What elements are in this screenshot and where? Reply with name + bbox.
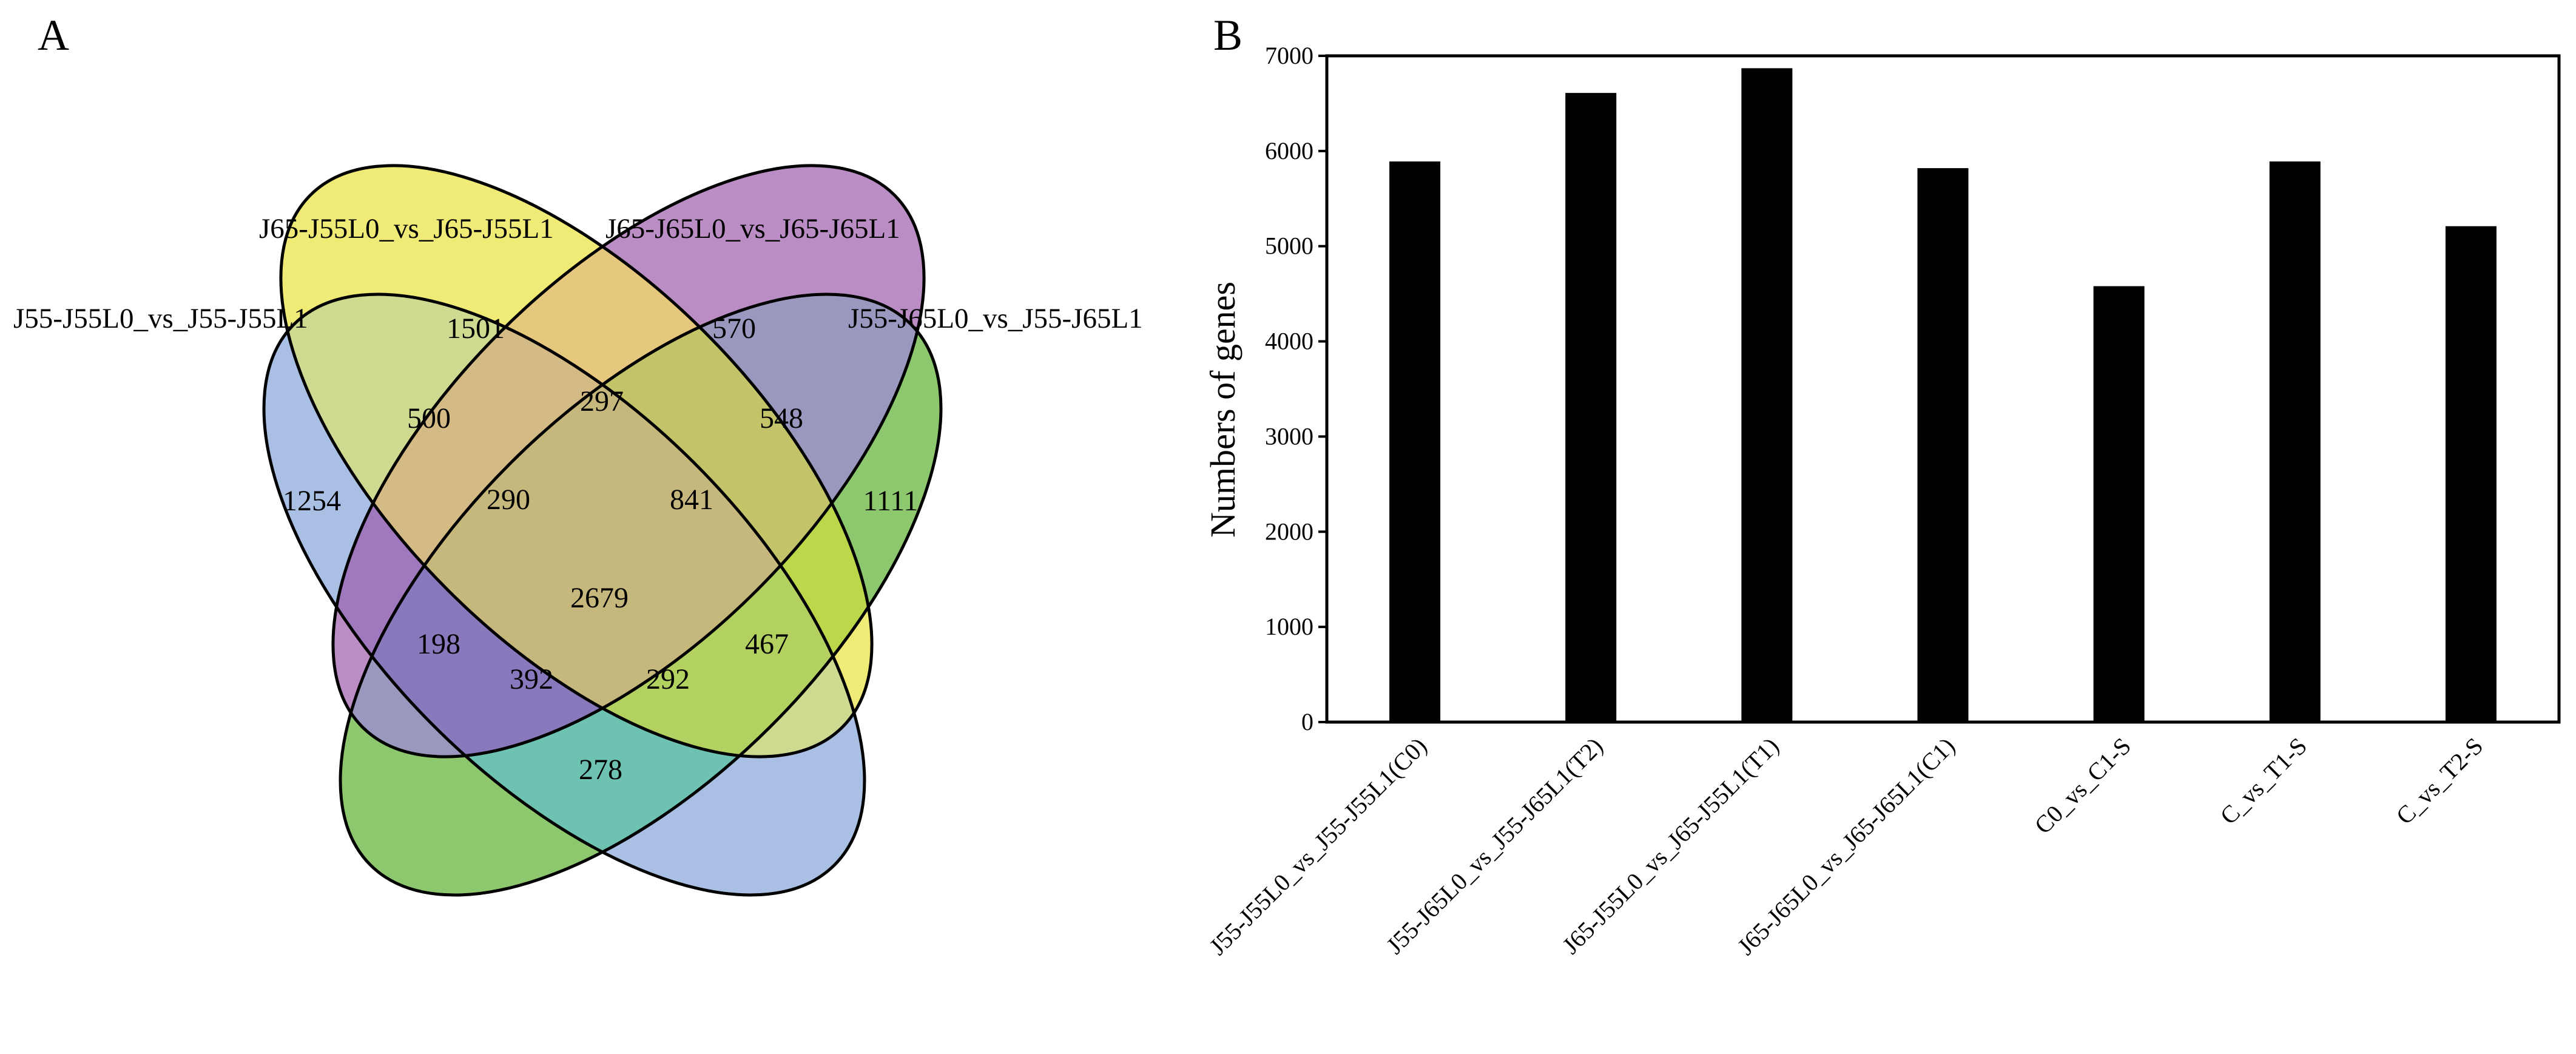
venn-count-s1-s3-s4: 392 — [510, 663, 553, 695]
y-tick-label: 5000 — [1265, 232, 1313, 260]
venn-count-s2-s3: 297 — [580, 385, 624, 417]
venn-set-2-label: J65-J55L0_vs_J65-J55L1 — [259, 213, 554, 245]
bar-5 — [2093, 286, 2145, 722]
y-tick-label: 2000 — [1265, 518, 1313, 545]
venn-count-s3-s4: 548 — [760, 402, 803, 434]
venn-count-only-s1: 1254 — [283, 485, 341, 517]
venn-count-all: 2679 — [570, 582, 629, 614]
venn-set-4-label: J55-J65L0_vs_J55-J65L1 — [848, 303, 1143, 334]
bar-4 — [1917, 168, 1969, 722]
plot-frame — [1325, 54, 2561, 724]
venn-set-1-label: J55-J55L0_vs_J55-J55L1 — [13, 303, 308, 334]
y-tick-label: 1000 — [1265, 613, 1313, 640]
bar-7 — [2445, 226, 2497, 722]
venn-count-only-s3: 570 — [712, 312, 756, 345]
venn-count-s1-s4: 278 — [579, 754, 622, 786]
panel-label-b: B — [1213, 11, 1242, 59]
bars — [1389, 68, 2497, 722]
x-category-label-7: C_vs_T2-S — [2391, 732, 2489, 830]
bar-1 — [1389, 161, 1441, 722]
y-axis-ticks: 0 1000 2000 3000 4000 5000 6000 7000 — [1265, 42, 1327, 735]
x-category-label-5: C0_vs_C1-S — [2029, 732, 2136, 839]
y-tick-label: 3000 — [1265, 422, 1313, 450]
bar-chart: Numbers of genes 0 1000 2000 3000 4000 5000 60… — [1203, 42, 2561, 961]
venn-count-s2-s3-s4: 841 — [670, 484, 713, 516]
venn-diagram: J55-J55L0_vs_J55-J55L1 J65-J55L0_vs_J65-… — [13, 66, 1143, 996]
venn-count-s1-s3: 198 — [417, 628, 460, 660]
x-category-label-6: C_vs_T1-S — [2214, 732, 2312, 830]
venn-count-s1-s2-s3: 290 — [487, 484, 530, 516]
y-tick-label: 6000 — [1265, 137, 1313, 164]
bar-6 — [2269, 161, 2321, 722]
venn-set-3-label: J65-J65L0_vs_J65-J65L1 — [605, 213, 900, 245]
y-tick-label: 0 — [1301, 708, 1313, 735]
y-tick-label: 4000 — [1265, 328, 1313, 355]
venn-count-only-s4: 1111 — [863, 485, 919, 517]
panel-label-a: A — [38, 11, 69, 59]
venn-count-s1-s2-s4: 292 — [646, 663, 690, 695]
venn-count-s2-s4: 467 — [745, 628, 789, 660]
x-axis-categories: J55-J55L0_vs_J55-J55L1(C0)J55-J65L0_vs_J… — [1204, 732, 2488, 961]
bar-2 — [1565, 93, 1617, 722]
y-tick-label: 7000 — [1265, 42, 1313, 69]
y-axis-label: Numbers of genes — [1203, 282, 1242, 538]
bar-3 — [1741, 68, 1793, 722]
venn-count-s1-s2: 500 — [407, 402, 451, 434]
venn-count-only-s2: 1501 — [447, 312, 505, 345]
